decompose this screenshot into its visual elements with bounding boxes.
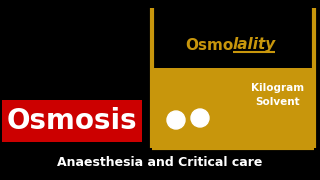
Bar (2, 100, 142, 142)
Circle shape (191, 109, 209, 127)
Text: Solvent: Solvent (256, 97, 300, 107)
Circle shape (167, 111, 185, 129)
Text: Kilogram: Kilogram (252, 83, 305, 93)
Text: Osmosis: Osmosis (7, 107, 137, 135)
Text: Osmo: Osmo (185, 37, 233, 53)
Bar (153, 68, 313, 147)
Text: lality: lality (233, 37, 276, 53)
Text: Anaesthesia and Critical care: Anaesthesia and Critical care (57, 156, 263, 170)
